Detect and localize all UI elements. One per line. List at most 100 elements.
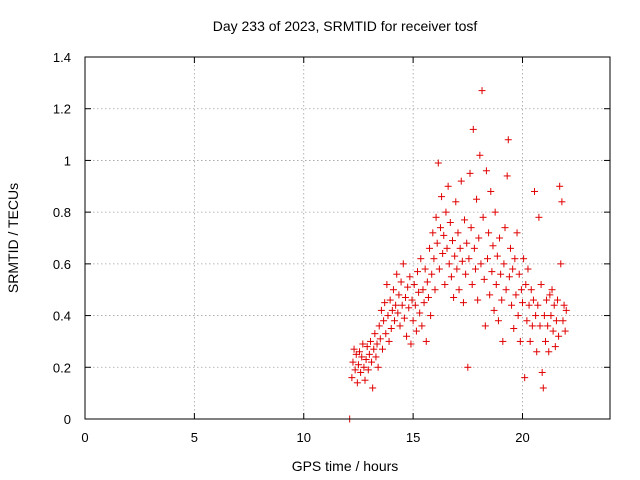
data-point (517, 286, 525, 294)
data-point (354, 361, 362, 369)
data-point (399, 260, 407, 268)
data-point (366, 337, 374, 345)
data-point (388, 306, 396, 314)
data-point (391, 317, 399, 325)
data-point (384, 312, 392, 320)
data-point (503, 172, 511, 180)
data-point (443, 244, 451, 252)
data-point (439, 250, 447, 258)
data-point (433, 239, 441, 247)
data-point (405, 304, 413, 312)
data-point (539, 384, 547, 392)
data-point (494, 317, 502, 325)
data-point (445, 260, 453, 268)
data-point (449, 237, 456, 245)
data-point (458, 257, 466, 265)
data-point (380, 317, 388, 325)
data-point (419, 286, 427, 294)
y-tick-label: 1 (64, 153, 71, 168)
x-axis-label: GPS time / hours (292, 458, 399, 474)
data-point (418, 322, 426, 330)
data-point (463, 239, 471, 247)
data-point (410, 281, 418, 289)
data-point (396, 322, 404, 330)
data-point (475, 234, 483, 242)
x-tick-label: 10 (297, 430, 311, 445)
y-tick-labels: 0 0.2 0.4 0.6 0.8 1 1.2 1.4 (53, 50, 71, 427)
data-point (467, 224, 475, 232)
y-tick-label: 1.2 (53, 102, 71, 117)
data-point (493, 252, 501, 260)
data-point (470, 244, 478, 252)
data-point (408, 296, 416, 304)
data-point (403, 332, 411, 340)
data-point (430, 255, 438, 263)
y-tick-label: 0 (64, 412, 71, 427)
data-point (485, 229, 493, 237)
data-point (541, 337, 549, 345)
data-point (500, 260, 508, 268)
data-point (514, 312, 522, 320)
data-point (387, 325, 395, 332)
data-point (538, 368, 546, 376)
data-point (456, 244, 464, 252)
data-point (487, 187, 495, 195)
data-point (491, 208, 499, 216)
data-point (478, 87, 486, 95)
data-point (513, 229, 521, 237)
data-point (415, 288, 423, 296)
data-point (551, 343, 559, 351)
data-point (424, 293, 432, 301)
y-tick-label: 0.4 (53, 309, 71, 324)
data-point (392, 301, 400, 309)
data-point (486, 291, 494, 299)
data-point (383, 281, 391, 289)
data-point (406, 273, 414, 281)
data-point (372, 353, 380, 361)
data-point (546, 291, 554, 299)
data-point (450, 293, 458, 301)
data-point (348, 374, 356, 382)
data-points (346, 87, 570, 423)
data-point (409, 317, 417, 325)
data-point (543, 296, 551, 304)
y-tick-label: 1.4 (53, 50, 71, 65)
data-point (535, 213, 543, 221)
data-point (420, 299, 428, 307)
data-point (434, 159, 442, 167)
x-tick-label: 0 (81, 430, 88, 445)
data-point (368, 358, 376, 366)
data-point (379, 345, 386, 353)
data-point (462, 270, 470, 278)
data-point (509, 265, 517, 273)
data-point (550, 301, 558, 309)
data-point (547, 312, 555, 320)
data-point (522, 281, 530, 289)
data-point (466, 169, 474, 177)
data-point (505, 273, 513, 281)
data-point (362, 356, 370, 364)
data-point (506, 244, 514, 252)
data-point (407, 340, 415, 348)
data-point (432, 213, 440, 221)
data-point (386, 296, 394, 304)
data-point (554, 296, 561, 304)
data-point (536, 322, 544, 330)
data-point (489, 242, 497, 250)
data-point (496, 234, 504, 242)
data-point (479, 213, 487, 221)
data-point (455, 286, 463, 294)
data-point (521, 374, 529, 382)
data-point (527, 286, 535, 294)
data-point (459, 299, 467, 307)
data-point (561, 327, 569, 335)
data-point (377, 306, 385, 314)
data-point (482, 167, 490, 175)
x-tick-labels: 0 5 10 15 20 (81, 430, 529, 445)
data-point (515, 270, 523, 278)
data-point (376, 335, 384, 343)
data-point (512, 291, 520, 299)
grid-lines (85, 57, 610, 419)
data-point (401, 293, 409, 301)
